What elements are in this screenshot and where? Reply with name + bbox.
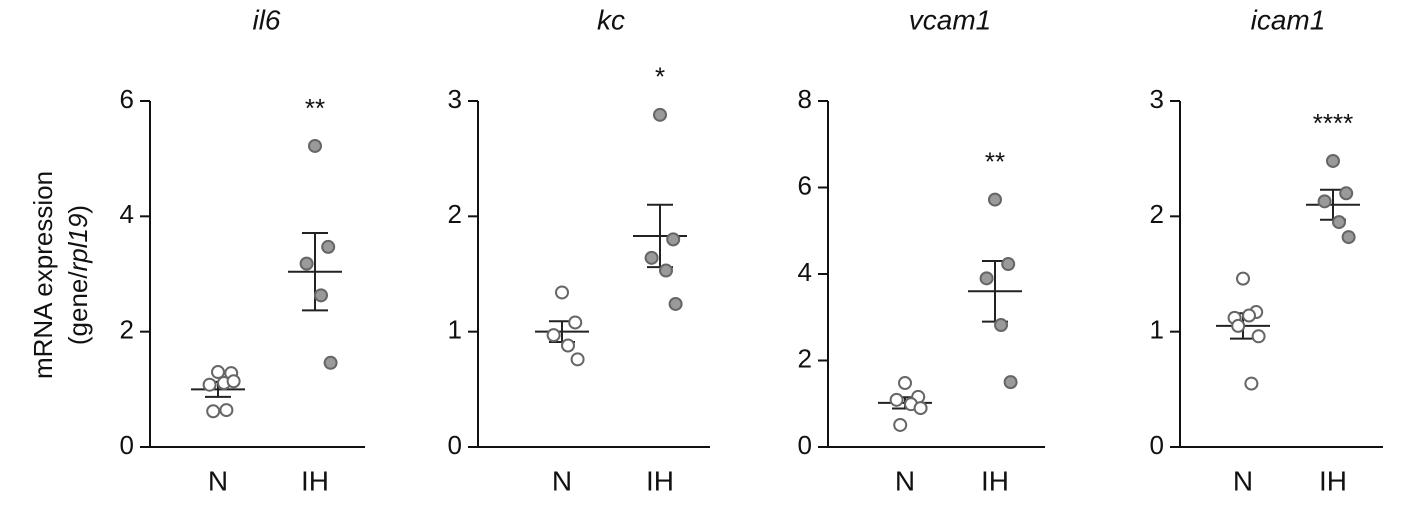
data-point — [299, 256, 314, 271]
data-point — [1317, 194, 1332, 209]
y-tick-label: 4 — [120, 199, 134, 229]
data-point — [570, 352, 585, 367]
significance: * — [655, 62, 665, 92]
chart-title: kc — [597, 4, 625, 35]
significance: ** — [985, 146, 1005, 176]
data-point — [202, 377, 217, 392]
data-point — [889, 392, 904, 407]
y-tick-label: 3 — [448, 84, 462, 114]
y-tick-label: 0 — [1150, 430, 1164, 460]
data-point — [206, 404, 221, 419]
data-point — [1251, 329, 1266, 344]
data-point — [226, 374, 241, 389]
chart-title: vcam1 — [909, 4, 991, 35]
data-point — [314, 288, 328, 303]
data-point — [1242, 308, 1256, 323]
data-point — [893, 417, 908, 432]
y-tick-label: 0 — [448, 430, 462, 460]
y-tick-label: 4 — [798, 257, 812, 287]
y-tick-label: 0 — [798, 430, 812, 460]
x-tick-label: N — [1233, 465, 1253, 496]
data-point — [219, 403, 234, 418]
y-axis-label-part: (gene/ — [63, 271, 93, 345]
data-point — [1244, 376, 1259, 391]
y-axis-label-part: ) — [63, 205, 93, 214]
data-point — [1003, 375, 1018, 390]
data-point — [555, 285, 569, 300]
data-point — [1236, 271, 1250, 286]
data-point — [321, 239, 336, 254]
x-tick-label: IH — [981, 465, 1009, 496]
y-tick-label: 1 — [448, 315, 462, 345]
data-point — [1001, 257, 1016, 272]
x-tick-label: IH — [1319, 465, 1347, 496]
data-point — [308, 138, 322, 153]
data-point — [979, 271, 994, 286]
chart-title: il6 — [252, 4, 280, 35]
y-tick-label: 6 — [120, 84, 134, 114]
data-point — [898, 375, 912, 390]
y-tick-label: 2 — [798, 343, 812, 373]
y-axis-label: (gene/rpl19) — [63, 205, 93, 345]
data-point — [561, 338, 575, 353]
data-point — [988, 192, 1002, 207]
x-tick-label: N — [208, 465, 228, 496]
y-tick-label: 1 — [1150, 315, 1164, 345]
y-tick-label: 0 — [120, 430, 134, 460]
x-tick-label: N — [552, 465, 572, 496]
y-tick-label: 2 — [448, 199, 462, 229]
significance: **** — [1313, 108, 1353, 138]
data-point — [1341, 230, 1356, 245]
x-tick-label: IH — [646, 465, 674, 496]
y-tick-label: 2 — [1150, 199, 1164, 229]
data-point — [568, 315, 583, 330]
data-point — [1231, 318, 1246, 333]
chart-title: icam1 — [1251, 4, 1326, 35]
data-point — [323, 355, 338, 370]
data-point — [1326, 153, 1340, 168]
data-point — [1339, 186, 1354, 201]
data-point — [1332, 215, 1346, 230]
x-tick-label: IH — [301, 465, 329, 496]
data-point — [994, 318, 1008, 333]
significance: ** — [305, 93, 325, 123]
y-tick-label: 2 — [120, 315, 134, 345]
data-point — [659, 263, 673, 278]
y-axis-label: mRNA expression — [28, 171, 58, 379]
y-axis-label-part: rpl19 — [63, 214, 93, 272]
data-point — [913, 401, 928, 416]
data-point — [644, 250, 659, 265]
y-tick-label: 6 — [798, 170, 812, 200]
x-tick-label: N — [895, 465, 915, 496]
data-point — [653, 107, 667, 122]
data-point — [668, 296, 683, 311]
y-tick-label: 8 — [798, 84, 812, 114]
data-point — [546, 328, 561, 343]
data-point — [666, 232, 681, 247]
y-tick-label: 3 — [1150, 84, 1164, 114]
data-point — [211, 365, 225, 380]
